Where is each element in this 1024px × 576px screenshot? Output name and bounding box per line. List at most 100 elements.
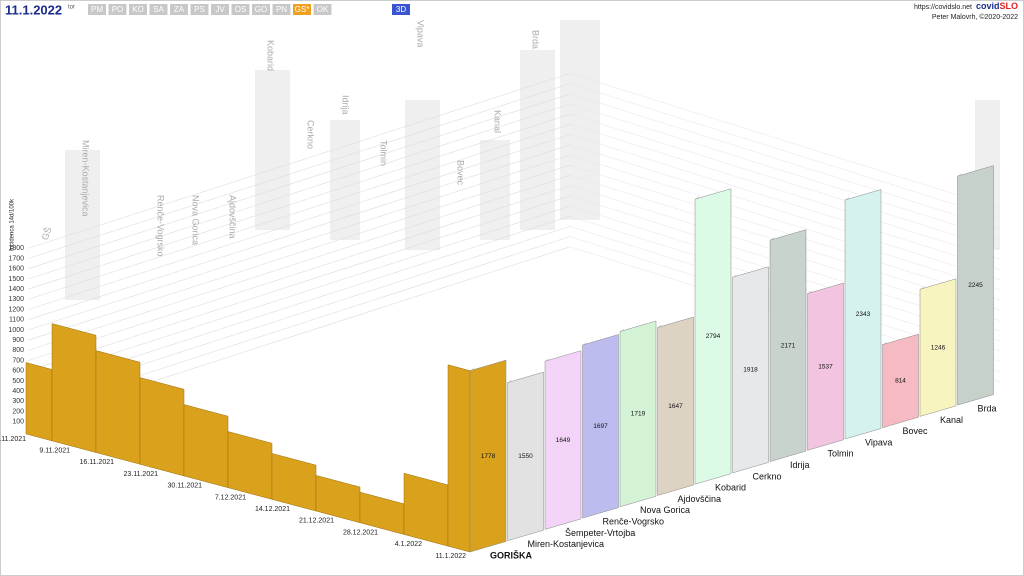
series-bar xyxy=(403,472,449,547)
category-label: Nova Gorica xyxy=(640,505,690,515)
toolbar-label[interactable]: SA xyxy=(153,5,164,14)
toolbar-label[interactable]: OS xyxy=(235,5,247,14)
category-label: Kanal xyxy=(940,415,963,425)
grid-line xyxy=(27,113,571,290)
y-tick-label: 1200 xyxy=(8,306,24,313)
grid-line xyxy=(27,195,571,372)
bar xyxy=(732,266,769,474)
toolbar-button[interactable] xyxy=(108,4,127,15)
grid-line xyxy=(27,93,571,270)
back-label: Ajdovščina xyxy=(228,195,238,239)
toolbar-label[interactable]: KO xyxy=(132,5,144,14)
grid-line xyxy=(27,205,571,382)
bar xyxy=(469,359,507,553)
back-label: Brda xyxy=(531,30,541,49)
toolbar-label[interactable]: GO xyxy=(255,5,267,14)
category-label: GORIŠKA xyxy=(490,549,533,560)
value-label: 1719 xyxy=(631,411,646,418)
category-label: Bovec xyxy=(903,426,929,436)
toolbar-label[interactable]: PM xyxy=(91,5,103,14)
toolbar-button[interactable] xyxy=(88,4,106,15)
y-tick-label: 800 xyxy=(12,347,24,354)
toolbar-button[interactable] xyxy=(149,4,168,15)
value-label: 2794 xyxy=(706,333,721,340)
toolbar-button[interactable] xyxy=(211,4,229,15)
grid-line xyxy=(27,144,571,321)
back-label: Vipava xyxy=(416,20,426,47)
toolbar-label[interactable]: OK xyxy=(317,5,329,14)
value-label: 1647 xyxy=(668,403,683,410)
value-label: 2343 xyxy=(856,311,871,318)
category-label: Renče-Vogrsko xyxy=(603,516,665,526)
grid-line xyxy=(27,185,571,361)
category-label: Cerkno xyxy=(753,471,782,481)
date-label: 23.11.2021 xyxy=(123,471,158,478)
bar xyxy=(882,333,919,429)
title: 11.1.2022 xyxy=(5,2,62,17)
brand-accent: SLO xyxy=(999,1,1018,11)
value-label: 1649 xyxy=(556,437,571,444)
category-label: Ajdovščina xyxy=(678,494,722,504)
grid-line xyxy=(27,134,571,310)
category-label: Brda xyxy=(978,403,997,413)
toolbar-label[interactable]: PO xyxy=(112,5,124,14)
toolbar-button[interactable] xyxy=(129,4,147,15)
date-label: 21.12.2021 xyxy=(299,518,334,525)
author: Peter Malovrh, ©2020-2022 xyxy=(932,13,1018,21)
y-tick-label: 1500 xyxy=(8,276,24,283)
y-tick-label: 1600 xyxy=(8,266,24,273)
y-axis-label: Incidenca 14d/100k xyxy=(10,198,16,251)
y-tick-label: 300 xyxy=(12,398,24,405)
series-bar xyxy=(25,362,53,442)
grid-line xyxy=(27,103,571,280)
toolbar-label[interactable]: PN xyxy=(276,5,287,14)
brand: covid xyxy=(976,1,1000,11)
back-label: GŠ xyxy=(40,226,54,242)
y-tick-label: 1700 xyxy=(8,255,24,262)
y-tick-label: 1000 xyxy=(8,327,24,334)
y-tick-label: 900 xyxy=(12,337,24,344)
series-bar xyxy=(139,377,185,477)
back-label: Bovec xyxy=(456,160,466,186)
back-label: Cerkno xyxy=(306,120,316,149)
toolbar-label[interactable]: GS* xyxy=(295,5,310,14)
toolbar-label[interactable]: JV xyxy=(215,5,225,14)
y-tick-label: 500 xyxy=(12,378,24,385)
toolbar-button[interactable] xyxy=(252,4,270,15)
toolbar-button[interactable] xyxy=(272,4,291,15)
grid-line xyxy=(27,164,571,341)
y-tick-label: 200 xyxy=(12,408,24,415)
value-label: 1537 xyxy=(818,363,833,370)
view-label[interactable]: 3D xyxy=(396,5,406,14)
toolbar-button[interactable] xyxy=(293,4,311,15)
y-tick-label: 100 xyxy=(12,419,24,426)
date-label: 2.11.2021 xyxy=(0,436,26,443)
toolbar-label[interactable]: PS xyxy=(194,5,205,14)
url[interactable]: https://covidslo.net covidSLO xyxy=(914,1,1018,11)
toolbar-button[interactable] xyxy=(190,4,209,15)
bar xyxy=(657,316,694,496)
back-label: Tolmin xyxy=(379,140,389,166)
toolbar-button[interactable] xyxy=(313,4,332,15)
value-label: 1697 xyxy=(593,423,608,430)
bar xyxy=(919,278,957,417)
grid-line xyxy=(27,175,571,351)
toolbar-label[interactable]: ZA xyxy=(174,5,185,14)
value-label: 1918 xyxy=(743,367,758,374)
bar xyxy=(507,371,544,542)
series-bar xyxy=(271,453,317,512)
toolbar-button[interactable] xyxy=(170,4,188,15)
y-tick-label: 400 xyxy=(12,388,24,395)
url-text[interactable]: https://covidslo.net xyxy=(914,4,972,11)
back-label: Renče-Vogrsko xyxy=(156,195,166,257)
bar xyxy=(769,229,807,462)
value-label: 1246 xyxy=(931,344,946,351)
y-tick-label: 600 xyxy=(12,368,24,375)
back-label: Nova Gorica xyxy=(191,195,201,245)
value-label: 2245 xyxy=(968,282,983,289)
toolbar-button[interactable] xyxy=(231,4,250,15)
date-label: 11.1.2022 xyxy=(435,553,466,560)
grid-line xyxy=(569,124,1001,260)
view-button[interactable] xyxy=(392,4,410,15)
